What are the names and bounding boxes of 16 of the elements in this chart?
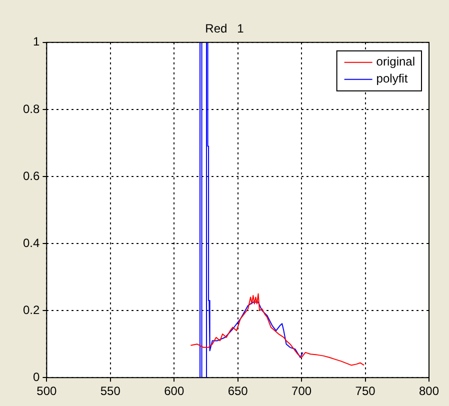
x-tick-label: 800 <box>418 384 440 398</box>
y-tick-label: 0.8 <box>22 102 40 116</box>
legend-label: polyfit <box>376 72 408 86</box>
x-tick-label: 750 <box>355 384 376 398</box>
x-tick-label: 600 <box>164 384 184 398</box>
y-tick-label: 0.4 <box>22 236 40 250</box>
x-tick-label: 550 <box>100 384 121 398</box>
x-tick-label: 500 <box>36 384 58 398</box>
y-tick-label: 0.6 <box>22 168 40 183</box>
y-tick-label: 0 <box>32 370 40 384</box>
x-tick-label: 650 <box>228 384 248 398</box>
x-tick-label: 700 <box>292 384 312 398</box>
y-tick-label: 0.2 <box>22 302 40 317</box>
legend-label: original <box>376 54 416 69</box>
chart-title: Red 1 <box>205 22 244 36</box>
y-tick-label: 1 <box>32 34 40 49</box>
